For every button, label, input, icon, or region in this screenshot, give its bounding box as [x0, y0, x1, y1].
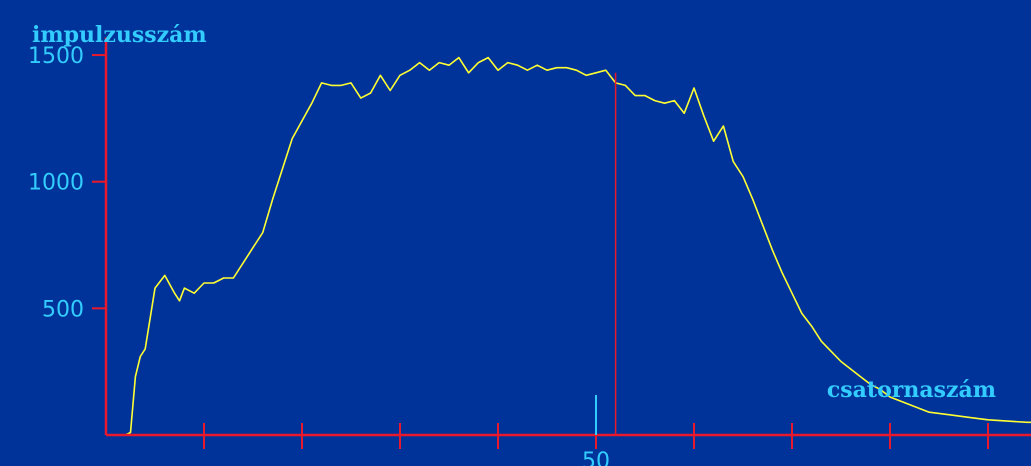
- x-axis-title: csatornaszám: [827, 377, 996, 403]
- series-layer: [106, 56, 1031, 436]
- axes-layer: [92, 37, 1031, 449]
- series-line: [106, 56, 1031, 436]
- y-tick-label: 500: [42, 297, 84, 322]
- y-axis-title: impulzusszám: [32, 22, 207, 48]
- x-tick-label: 50: [582, 449, 610, 466]
- y-tick-label: 1000: [28, 171, 84, 196]
- y-tick-label: 1500: [28, 44, 84, 69]
- labels-layer: 5001000150050100150impulzusszámcsatornas…: [28, 22, 996, 466]
